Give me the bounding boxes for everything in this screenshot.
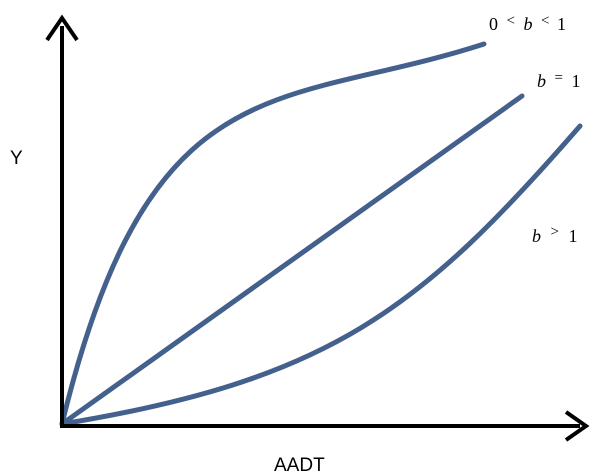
convex-curve bbox=[59, 123, 583, 427]
concave-upper-bound: 1 bbox=[557, 14, 566, 34]
linear-value: 1 bbox=[571, 71, 580, 91]
convex-variable: b bbox=[532, 226, 541, 246]
linear-curve-label: b = 1 bbox=[537, 66, 580, 91]
y-axis-arrow-icon bbox=[45, 14, 79, 42]
convex-curve-label: b > 1 bbox=[532, 220, 577, 246]
concave-op-1: < bbox=[507, 13, 515, 29]
convex-op: > bbox=[551, 224, 559, 240]
concave-lower-bound: 0 bbox=[489, 14, 498, 34]
convex-value: 1 bbox=[568, 226, 577, 246]
y-axis-title: Y bbox=[10, 148, 23, 169]
linear-variable: b bbox=[537, 71, 546, 91]
x-axis-arrow-icon bbox=[564, 410, 590, 442]
concave-op-2: < bbox=[541, 13, 549, 29]
concave-curve-label: 0 < b < 1 bbox=[489, 9, 566, 34]
linear-op: = bbox=[555, 70, 563, 86]
x-axis-title: AADT bbox=[274, 455, 325, 476]
concave-curve bbox=[59, 41, 487, 427]
concave-variable: b bbox=[523, 14, 532, 34]
linear-curve bbox=[59, 93, 525, 427]
